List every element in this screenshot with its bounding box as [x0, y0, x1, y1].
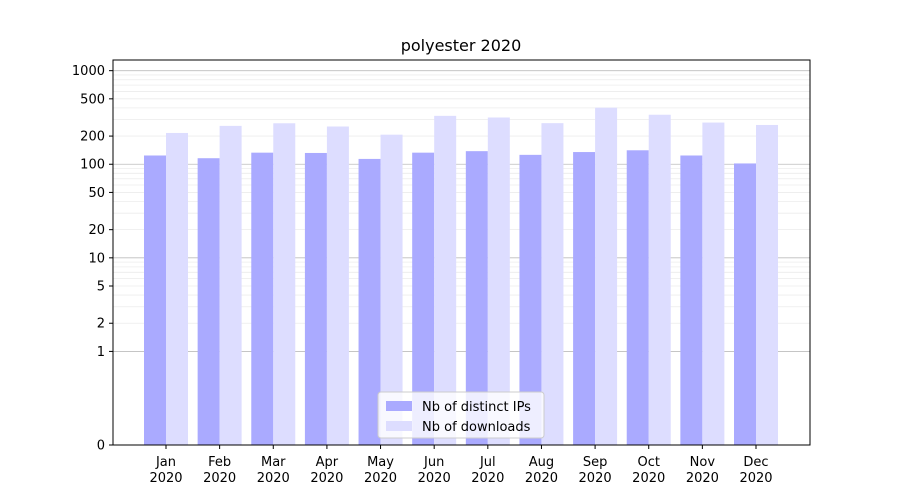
x-tick-label-year: 2020	[149, 471, 182, 486]
x-tick-label-year: 2020	[686, 471, 719, 486]
chart-title: polyester 2020	[401, 36, 522, 55]
y-tick-label: 10	[88, 251, 105, 266]
bar-downloads	[434, 115, 457, 445]
bar-downloads	[702, 122, 725, 446]
bar-downloads	[595, 107, 618, 445]
bar-distinct-ips	[144, 155, 166, 445]
y-tick-label: 200	[80, 130, 105, 145]
x-tick-label-month: Sep	[583, 455, 608, 470]
x-tick-label-month: Mar	[261, 455, 286, 470]
bars	[144, 107, 778, 446]
x-tick-label-month: Aug	[529, 455, 554, 470]
bar-downloads	[219, 125, 242, 445]
x-tick-label-month: Dec	[743, 455, 768, 470]
x-tick-label-month: Feb	[208, 455, 231, 470]
x-tick-label-month: Nov	[690, 455, 716, 470]
bar-distinct-ips	[251, 152, 274, 445]
bar-distinct-ips	[734, 163, 756, 445]
x-tick-label-year: 2020	[203, 471, 236, 486]
x-tick-label-year: 2020	[364, 471, 397, 486]
x-tick-label-month: Apr	[316, 455, 339, 470]
y-tick-label: 0	[97, 439, 105, 454]
y-tick-label: 5	[97, 280, 105, 295]
axes: 01251020501002005001000Jan2020Feb2020Mar…	[72, 59, 811, 486]
legend-label: Nb of downloads	[422, 420, 531, 435]
x-tick-label-month: Jun	[423, 455, 444, 470]
bar-distinct-ips	[412, 152, 435, 445]
y-tick-label: 100	[80, 158, 105, 173]
y-tick-label: 500	[80, 92, 105, 107]
y-tick-label: 20	[88, 223, 105, 238]
x-tick-label-month: Jan	[155, 455, 176, 470]
x-tick-label-month: May	[367, 455, 394, 470]
bar-downloads	[541, 123, 564, 446]
bar-downloads	[380, 134, 403, 445]
y-tick-label: 1	[97, 345, 105, 360]
bar-downloads	[756, 124, 778, 445]
bar-downloads	[273, 123, 296, 445]
legend: Nb of distinct IPs Nb of downloads	[377, 391, 545, 439]
bar-distinct-ips	[626, 150, 649, 445]
bar-distinct-ips	[304, 152, 327, 445]
x-tick-label-year: 2020	[739, 471, 772, 486]
x-tick-label-year: 2020	[525, 471, 558, 486]
x-tick-label-month: Oct	[637, 455, 659, 470]
plot-frame	[112, 59, 811, 446]
legend-swatch	[386, 401, 412, 411]
bar-distinct-ips	[573, 152, 596, 445]
bar-downloads	[487, 117, 510, 445]
y-tick-label: 2	[97, 317, 105, 332]
x-tick-label-year: 2020	[257, 471, 290, 486]
y-tick-label: 1000	[72, 64, 105, 79]
legend-swatch	[386, 421, 412, 431]
x-tick-label-month: Jul	[479, 455, 496, 470]
bar-distinct-ips	[358, 158, 381, 446]
legend-label: Nb of distinct IPs	[422, 400, 531, 415]
y-tick-label: 50	[88, 186, 105, 201]
x-tick-label-year: 2020	[632, 471, 665, 486]
x-tick-label-year: 2020	[418, 471, 451, 486]
legend-box	[377, 391, 545, 439]
bar-distinct-ips	[519, 154, 542, 445]
bar-distinct-ips	[680, 155, 703, 445]
x-tick-label-year: 2020	[579, 471, 612, 486]
x-tick-label-year: 2020	[471, 471, 504, 486]
bar-downloads	[326, 126, 349, 446]
bar-downloads	[648, 114, 671, 445]
bar-downloads	[166, 132, 188, 446]
bar-distinct-ips	[197, 158, 220, 446]
bar-distinct-ips	[465, 151, 488, 446]
x-tick-label-year: 2020	[310, 471, 343, 486]
